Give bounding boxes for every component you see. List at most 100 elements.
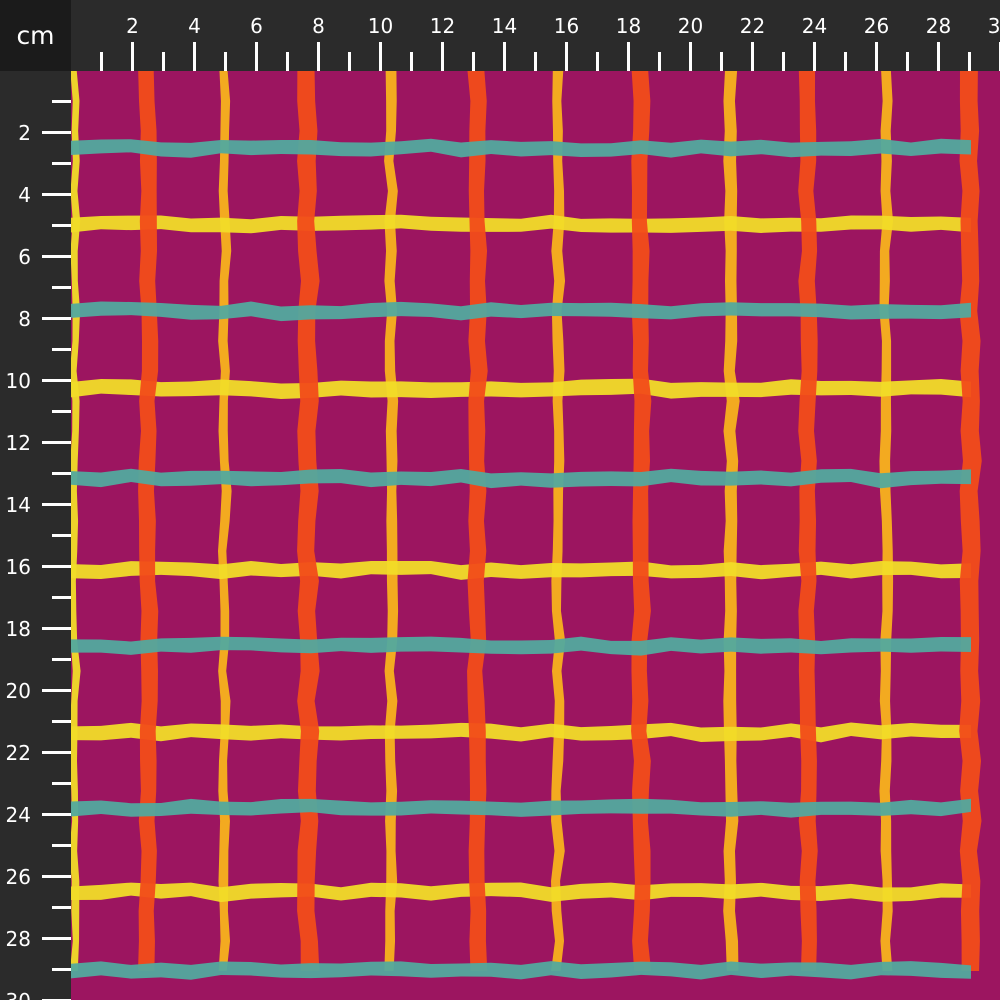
vertical-stripe xyxy=(798,71,818,971)
vertical-stripe xyxy=(631,71,652,971)
ruler-label: 12 xyxy=(6,431,31,455)
ruler-tick xyxy=(441,42,444,71)
ruler-label: 30 xyxy=(6,989,31,1000)
ruler-tick xyxy=(565,42,568,71)
ruler-tick xyxy=(52,596,71,599)
vertical-stripe xyxy=(551,71,566,971)
vertical-stripe xyxy=(138,71,159,971)
horizontal-stripe xyxy=(71,138,971,158)
ruler-tick xyxy=(379,42,382,71)
ruler-tick xyxy=(844,52,847,71)
ruler-tick xyxy=(52,658,71,661)
ruler-tick xyxy=(42,441,71,444)
ruler-tick xyxy=(658,52,661,71)
ruler-tick xyxy=(52,844,71,847)
ruler-tick xyxy=(596,52,599,71)
ruler-tick xyxy=(875,42,878,71)
ruler-label: 14 xyxy=(492,14,517,38)
ruler-tick xyxy=(813,42,816,71)
ruler-label: 30 xyxy=(988,14,1000,38)
horizontal-stripe xyxy=(71,468,971,489)
ruler-label: 22 xyxy=(6,741,31,765)
ruler-label: 16 xyxy=(6,555,31,579)
ruler-tick xyxy=(317,42,320,71)
ruler-tick xyxy=(503,42,506,71)
ruler-label: 18 xyxy=(6,617,31,641)
ruler-label: 10 xyxy=(6,369,31,393)
ruler-label: 4 xyxy=(188,14,201,38)
ruler-tick xyxy=(782,52,785,71)
vertical-stripe xyxy=(297,71,320,971)
fabric-swatch xyxy=(71,71,1000,1000)
ruler-tick xyxy=(689,42,692,71)
ruler-tick xyxy=(255,42,258,71)
ruler-tick xyxy=(42,627,71,630)
ruler-tick xyxy=(52,348,71,351)
ruler-label: 20 xyxy=(678,14,703,38)
ruler-tick xyxy=(720,52,723,71)
ruler-label: 28 xyxy=(926,14,951,38)
ruler-tick xyxy=(52,720,71,723)
ruler-label: 6 xyxy=(250,14,263,38)
horizontal-stripe xyxy=(71,560,971,580)
ruler-tick xyxy=(534,52,537,71)
ruler-label: 12 xyxy=(430,14,455,38)
ruler-tick xyxy=(193,42,196,71)
ruler-tick xyxy=(52,224,71,227)
left-ruler: 24681012141618202224262830 xyxy=(0,71,71,1000)
horizontal-stripe xyxy=(71,378,971,400)
ruler-tick xyxy=(348,52,351,71)
ruler-tick xyxy=(627,42,630,71)
horizontal-stripe xyxy=(71,798,971,818)
vertical-stripe xyxy=(384,71,399,971)
horizontal-stripe xyxy=(71,301,971,322)
ruler-tick xyxy=(52,906,71,909)
ruler-label: 24 xyxy=(802,14,827,38)
ruler-tick xyxy=(162,52,165,71)
ruler-tick xyxy=(42,875,71,878)
ruler-tick xyxy=(100,52,103,71)
ruler-tick xyxy=(751,42,754,71)
ruler-tick xyxy=(52,782,71,785)
ruler-tick xyxy=(906,52,909,71)
horizontal-stripe xyxy=(71,961,971,980)
ruler-tick xyxy=(42,131,71,134)
ruler-tick xyxy=(472,52,475,71)
ruler-tick xyxy=(52,534,71,537)
ruler-label: 8 xyxy=(312,14,325,38)
ruler-tick xyxy=(52,410,71,413)
ruler-label: 24 xyxy=(6,803,31,827)
vertical-stripe xyxy=(218,71,232,971)
ruler-label: 20 xyxy=(6,679,31,703)
ruler-tick xyxy=(410,52,413,71)
ruler-tick xyxy=(52,286,71,289)
ruler-label: 26 xyxy=(864,14,889,38)
vertical-stripe xyxy=(879,71,894,971)
ruler-label: 26 xyxy=(6,865,31,889)
vertical-stripe xyxy=(723,71,740,971)
ruler-tick xyxy=(42,937,71,940)
ruler-tick xyxy=(42,503,71,506)
ruler-label: 2 xyxy=(18,121,31,145)
ruler-tick xyxy=(286,52,289,71)
ruler-tick xyxy=(52,162,71,165)
ruler-tick xyxy=(52,968,71,971)
horizontal-stripe xyxy=(71,214,971,234)
top-ruler: 24681012141618202224262830 xyxy=(71,0,1000,71)
ruler-tick xyxy=(42,565,71,568)
ruler-tick xyxy=(131,42,134,71)
ruler-label: 2 xyxy=(126,14,139,38)
ruler-tick xyxy=(42,379,71,382)
ruler-tick xyxy=(42,193,71,196)
horizontal-stripe xyxy=(71,882,971,903)
ruler-tick xyxy=(52,472,71,475)
ruler-label: 22 xyxy=(740,14,765,38)
ruler-tick xyxy=(42,317,71,320)
ruler-label: 8 xyxy=(18,307,31,331)
ruler-label: 4 xyxy=(18,183,31,207)
horizontal-stripe xyxy=(71,636,971,656)
unit-label: cm xyxy=(0,0,71,71)
ruler-tick xyxy=(224,52,227,71)
ruler-tick xyxy=(968,52,971,71)
ruler-tick xyxy=(52,100,71,103)
